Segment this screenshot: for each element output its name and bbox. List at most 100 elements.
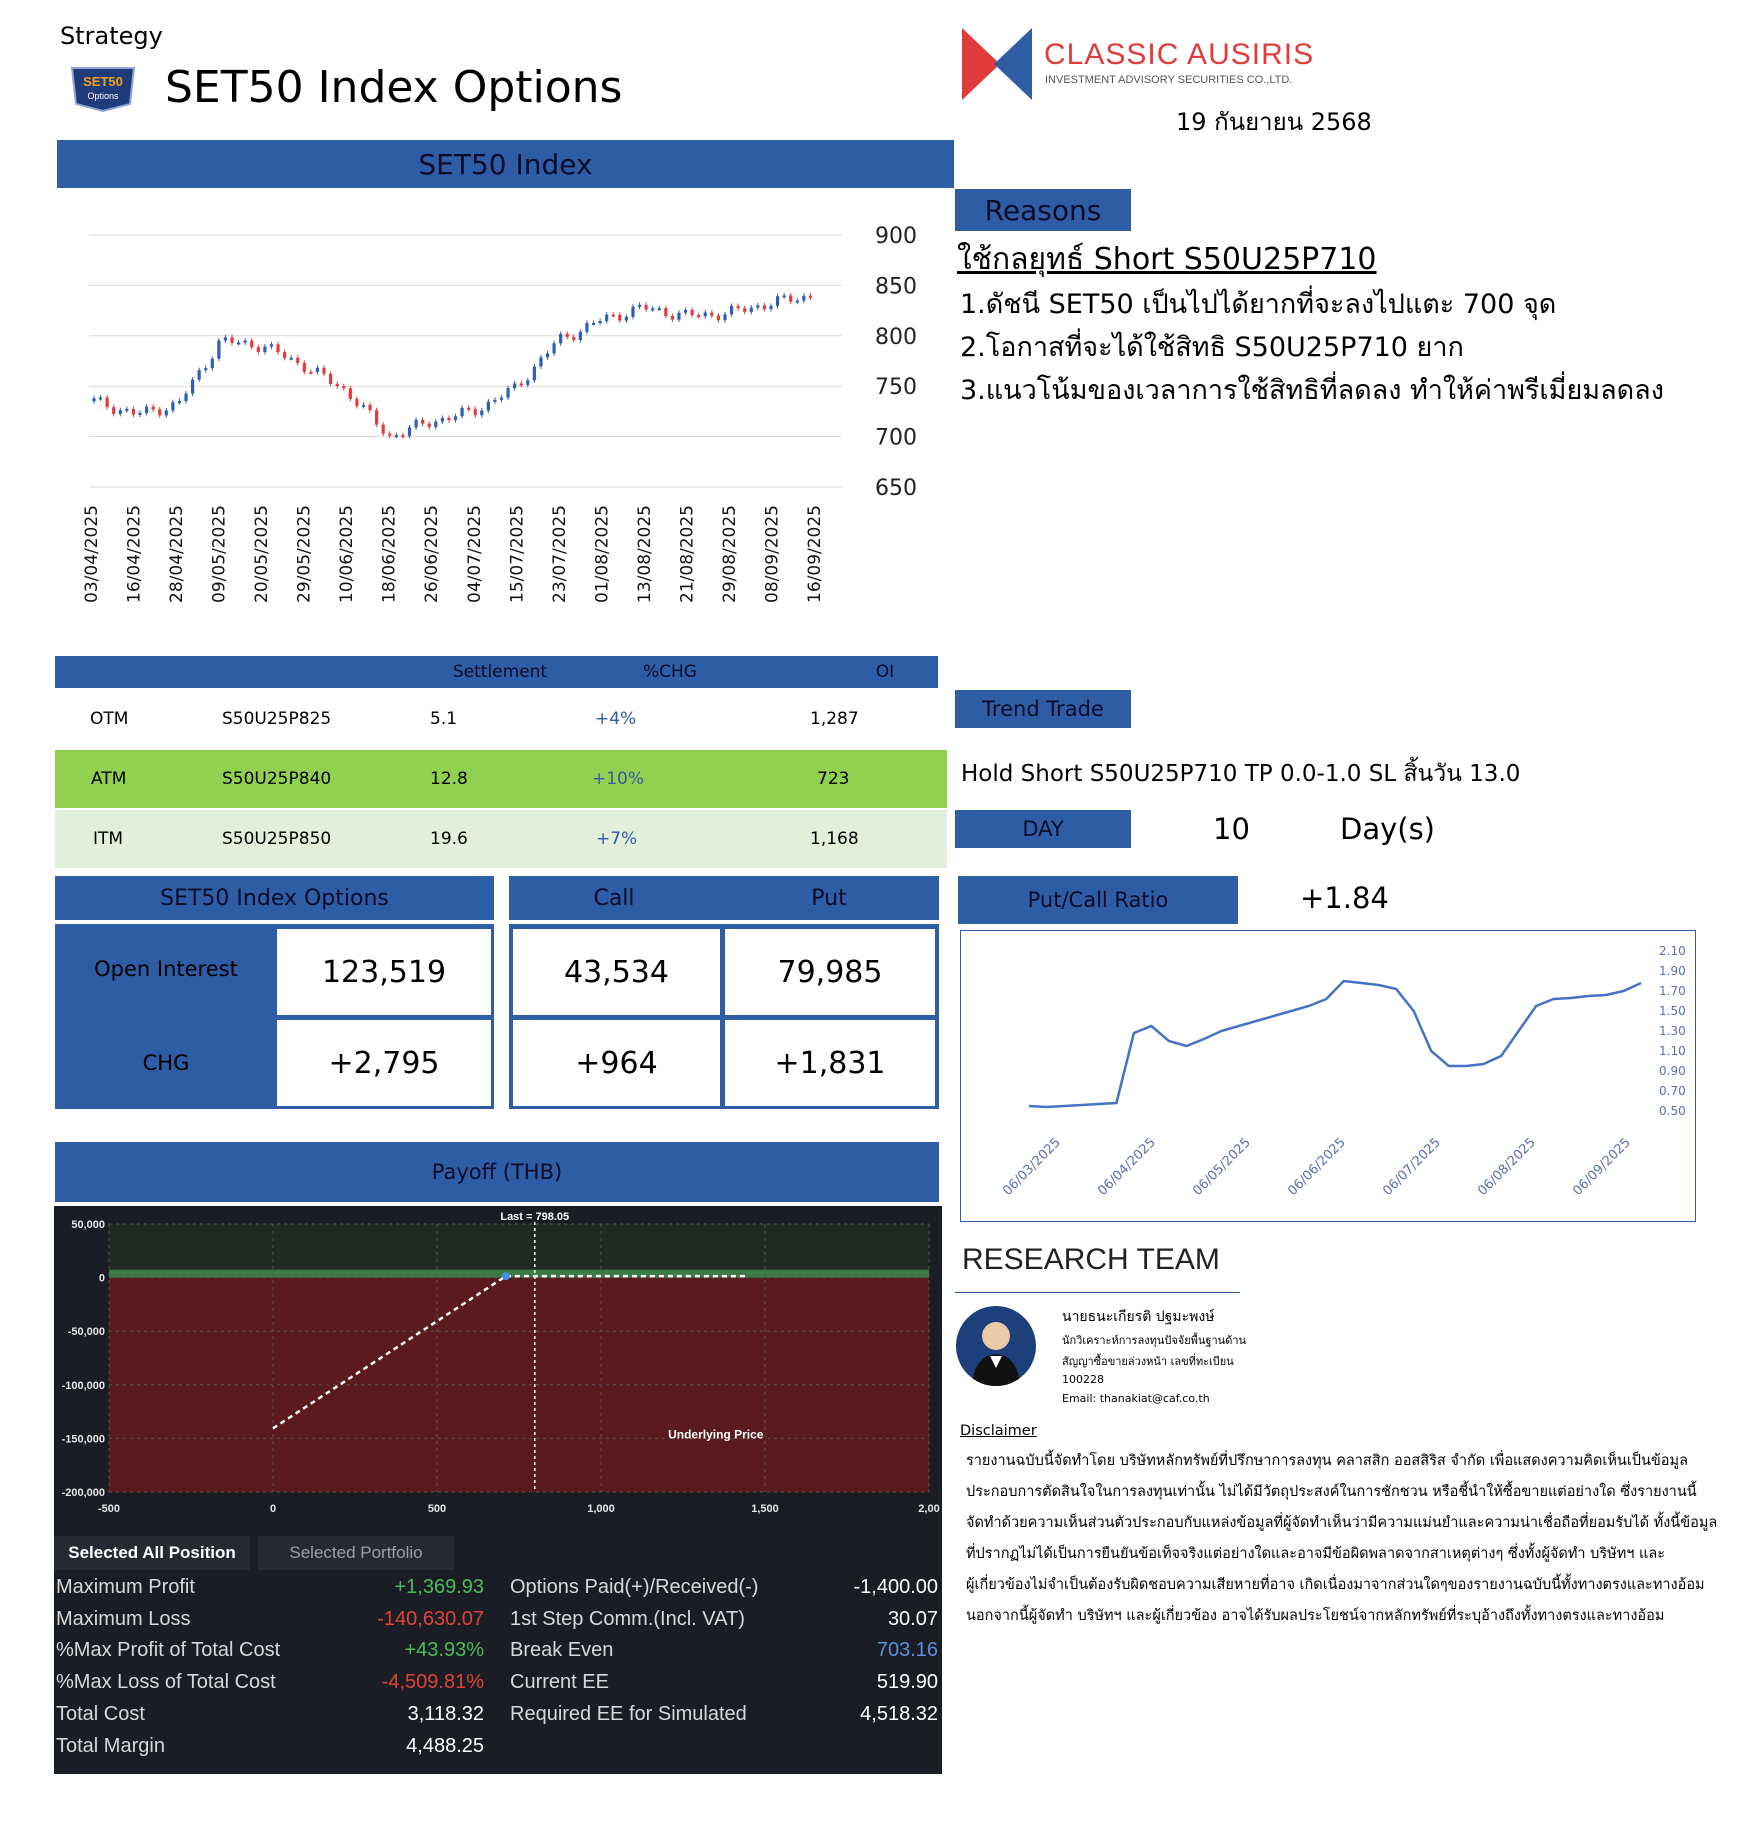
candle-body [598, 321, 602, 324]
oi-total-value: 123,519 [277, 929, 491, 1015]
candle-body [729, 305, 734, 315]
x-tick-label: 06/07/2025 [1380, 1135, 1444, 1199]
candle-body [552, 343, 556, 354]
oi-section-title: SET50 Index Options [55, 876, 494, 920]
payoff-line-loss [272, 1275, 507, 1430]
candle-body [775, 296, 780, 306]
analyst-role-2: สัญญาซื้อขายล่วงหน้า เลขที่ทะเบียน [1062, 1355, 1234, 1368]
candle-body [670, 316, 674, 320]
stat-label: Break Even [510, 1639, 614, 1662]
y-tick-label: 700 [875, 426, 917, 451]
candle-body [447, 417, 451, 421]
day-label: DAY [955, 810, 1131, 848]
candle-body [204, 368, 208, 371]
candle-body [434, 421, 438, 428]
trend-trade-label: Trend Trade [955, 690, 1131, 728]
candle-body [401, 435, 405, 438]
chg: +4% [595, 709, 637, 729]
reason-item-3: 3.แนวโน้มของเวลาการใช้สิทธิที่ลดลง ทำให้… [960, 375, 1664, 406]
stat-value: -140,630.07 [377, 1607, 484, 1630]
candle-body [217, 340, 221, 359]
candle-body [697, 315, 701, 318]
candle-body [532, 366, 536, 381]
candle-body [368, 404, 372, 411]
x-tick-label: 06/08/2025 [1475, 1135, 1539, 1199]
stat-label: Maximum Loss [56, 1607, 191, 1630]
candle-body [499, 397, 504, 400]
disclaimer-text: รายงานฉบับนี้จัดทำโดย บริษัทหลักทรัพย์ที… [966, 1446, 1726, 1632]
candle-body [151, 406, 155, 410]
candle-body [565, 333, 569, 337]
tab-selected-all-position[interactable]: Selected All Position [54, 1536, 250, 1570]
x-tick-label: 15/07/2025 [507, 505, 527, 603]
call-put-header: Call Put [509, 876, 939, 920]
candle-body [263, 346, 267, 353]
candle-body [631, 306, 635, 317]
oi: 723 [817, 769, 850, 789]
svg-text:Options: Options [87, 91, 119, 101]
candle-body [361, 404, 366, 407]
index-chart-title: SET50 Index [57, 140, 954, 188]
y-tick-label: 650 [875, 476, 917, 501]
x-tick-label: 16/09/2025 [805, 505, 825, 603]
x-tick-label: 06/04/2025 [1095, 1135, 1159, 1199]
pcr-label: Put/Call Ratio [958, 876, 1238, 924]
y-tick-label: 1.30 [1659, 1024, 1686, 1038]
tab-selected-portfolio[interactable]: Selected Portfolio [258, 1536, 454, 1570]
x-tick-label: 2,00 [918, 1503, 939, 1515]
candle-body [657, 308, 661, 311]
y-tick-label: 850 [875, 274, 917, 299]
table-row: OTM S50U25P825 5.1 +4% 1,287 [55, 690, 947, 748]
candle-body [611, 314, 615, 317]
candle-body [348, 388, 352, 399]
put-call-ratio-chart: 2.10 1.90 1.70 1.50 1.30 1.10 0.90 0.70 0.50 06/0… [960, 930, 1696, 1222]
x-tick-label: 06/05/2025 [1190, 1135, 1254, 1199]
candle-body [309, 371, 313, 374]
x-tick-label: 1,500 [751, 1503, 779, 1515]
candle-body [480, 410, 484, 416]
candle-body [197, 370, 201, 380]
y-tick-label: 1.90 [1659, 964, 1686, 978]
candle-body [342, 386, 346, 389]
x-tick-label: 06/03/2025 [1000, 1135, 1064, 1199]
company-logo-icon [962, 28, 1032, 100]
candle-body [414, 419, 418, 428]
chg: +7% [596, 829, 638, 849]
candle-body [486, 401, 490, 411]
candle-body [315, 367, 320, 372]
moneyness: OTM [90, 709, 129, 729]
trend-trade-text: Hold Short S50U25P710 TP 0.0-1.0 SL สิ้น… [961, 761, 1521, 787]
y-tick-label: -50,000 [68, 1326, 105, 1338]
candle-body [335, 383, 339, 387]
candle-body [355, 398, 359, 407]
x-tick-label: 20/05/2025 [252, 505, 272, 603]
chg-row-label: CHG [142, 1051, 190, 1075]
stat-value: 703.16 [876, 1639, 938, 1662]
stat-label: Maximum Profit [56, 1576, 195, 1598]
stat-value: -4,509.81% [381, 1671, 484, 1694]
oi: 1,168 [810, 829, 859, 849]
x-tick-label: 06/06/2025 [1285, 1135, 1349, 1199]
header-settlement: Settlement [452, 662, 548, 682]
stat-value: 519.90 [876, 1671, 938, 1694]
settlement: 5.1 [430, 709, 458, 729]
candle-body [388, 433, 392, 436]
x-tick-label: 28/04/2025 [167, 505, 187, 603]
stat-label: Required EE for Simulated [510, 1702, 747, 1725]
disclaimer-line: ประกอบการตัดสินใจในการลงทุนเท่านั้น ไม่ไ… [966, 1484, 1697, 1500]
options-table-header: Settlement %CHG OI [55, 656, 938, 688]
candle-body [664, 308, 668, 317]
call-label: Call [593, 885, 635, 911]
candle-body [112, 407, 116, 414]
company-logo [962, 28, 1032, 100]
y-tick-label: 1.50 [1659, 1004, 1686, 1018]
y-tick-label: 1.10 [1659, 1044, 1686, 1058]
x-tick-label: 23/07/2025 [550, 505, 570, 603]
moneyness: ITM [93, 829, 124, 849]
x-tick-label: 26/06/2025 [422, 505, 442, 603]
candle-body [808, 295, 813, 298]
candle-body [539, 357, 543, 367]
x-tick-label: 13/08/2025 [635, 505, 655, 603]
candle-body [302, 362, 306, 372]
reason-item-1: 1.ดัชนี SET50 เป็นไปได้ยากที่จะลงไปแตะ 7… [960, 289, 1557, 320]
